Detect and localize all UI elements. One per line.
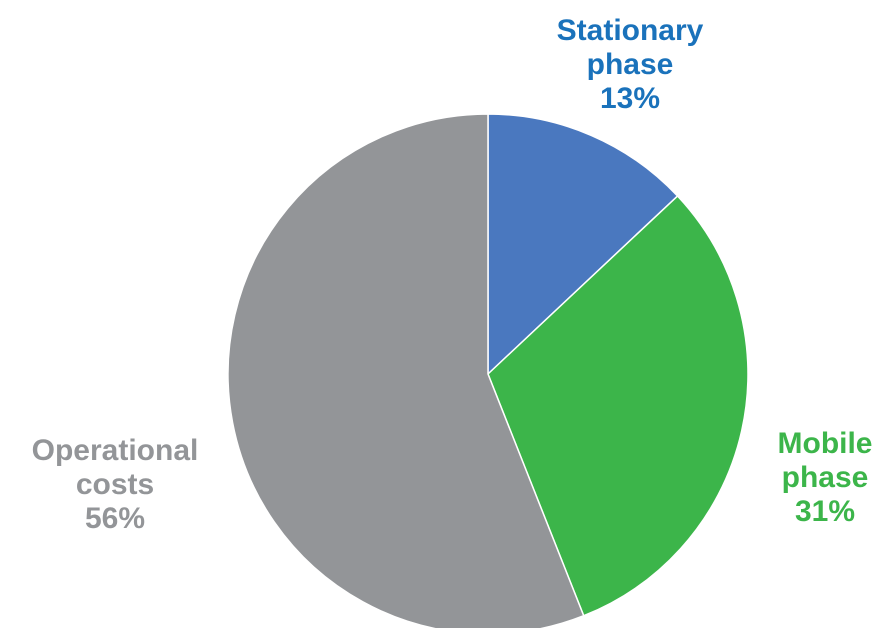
slice-label-line: Stationary: [556, 14, 704, 47]
slice-label-stationary-phase: Stationary phase 13%: [540, 14, 720, 116]
slice-label-line: Mobile: [777, 427, 873, 460]
slice-label-operational-costs: Operational costs 56%: [0, 434, 230, 536]
slice-label-line: costs: [75, 468, 155, 501]
pie-slice-stationary-phase: [487, 113, 679, 376]
slice-value-label: 56%: [84, 502, 146, 535]
slice-label-line: Operational: [31, 434, 199, 467]
slice-label-mobile-phase: Mobile phase 31%: [745, 427, 887, 529]
slice-label-line: phase: [781, 461, 869, 494]
pie-slices: [227, 113, 749, 633]
pie-slice-mobile-phase: [487, 194, 749, 617]
slice-value-label: 13%: [599, 82, 661, 115]
slice-value-label: 31%: [794, 495, 856, 528]
slice-label-line: phase: [586, 48, 674, 81]
